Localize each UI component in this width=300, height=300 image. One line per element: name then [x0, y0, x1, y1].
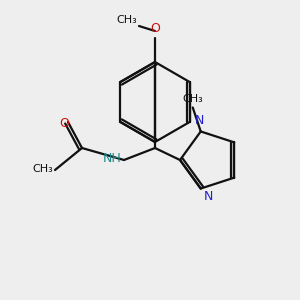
Text: CH₃: CH₃	[116, 15, 137, 25]
Text: CH₃: CH₃	[32, 164, 53, 174]
Text: O: O	[59, 117, 69, 130]
Text: N: N	[195, 115, 204, 128]
Text: NH: NH	[103, 152, 122, 166]
Text: O: O	[150, 22, 160, 35]
Text: N: N	[204, 190, 213, 202]
Text: CH₃: CH₃	[182, 94, 203, 104]
